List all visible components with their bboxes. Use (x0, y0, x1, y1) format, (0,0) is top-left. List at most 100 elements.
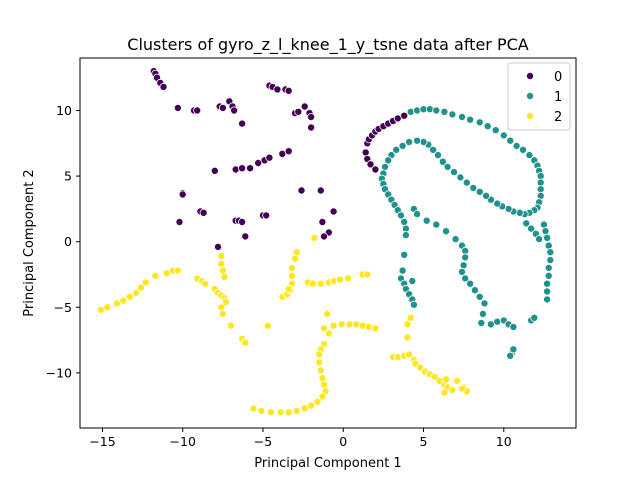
point-series-1-49 (398, 141, 407, 150)
point-series-2-48 (310, 233, 319, 242)
point-series-1-41 (443, 162, 452, 171)
point-series-1-116 (509, 345, 518, 354)
point-series-1-94 (493, 317, 502, 326)
point-series-0-25 (210, 166, 219, 175)
point-series-2-29 (263, 321, 272, 330)
point-series-2-23 (220, 273, 229, 282)
point-series-1-79 (441, 227, 450, 236)
point-series-0-35 (316, 186, 325, 195)
point-series-2-94 (441, 375, 450, 384)
point-series-1-90 (480, 299, 489, 308)
point-series-0-62 (400, 111, 409, 120)
point-series-0-31 (265, 153, 274, 162)
point-series-0-12 (230, 106, 239, 115)
point-series-2-51 (323, 309, 332, 318)
point-series-1-100 (539, 220, 548, 229)
point-series-2-65 (284, 408, 293, 417)
point-series-1-101 (541, 227, 550, 236)
point-series-1-106 (544, 263, 553, 272)
point-series-1-63 (400, 217, 409, 226)
point-series-1-43 (433, 151, 442, 160)
point-series-2-71 (337, 320, 346, 329)
point-series-1-92 (477, 318, 486, 327)
point-series-0-26 (231, 165, 240, 174)
point-series-0-48 (213, 242, 222, 251)
point-series-0-5 (173, 103, 182, 112)
point-series-2-3 (119, 296, 128, 305)
point-series-2-4 (125, 292, 134, 301)
point-series-2-37 (292, 248, 301, 257)
point-series-0-64 (366, 160, 375, 169)
legend-marker-2 (526, 112, 535, 121)
point-series-1-53 (380, 162, 389, 171)
x-tick-label: 0 (339, 434, 347, 449)
point-series-0-33 (284, 147, 293, 156)
point-series-2-55 (315, 358, 324, 367)
point-series-0-16 (273, 85, 282, 94)
point-series-0-9 (218, 103, 227, 112)
point-series-2-45 (344, 274, 353, 283)
point-series-2-14 (201, 279, 210, 288)
point-series-1-84 (459, 261, 468, 270)
legend-frame (507, 62, 571, 131)
point-series-2-5 (132, 288, 141, 297)
point-series-1-117 (506, 351, 515, 360)
point-series-2-99 (440, 388, 449, 397)
point-series-1-11 (491, 126, 500, 135)
point-series-0-13 (238, 119, 247, 128)
point-series-0-44 (262, 211, 271, 220)
y-tick-label: −5 (54, 300, 72, 315)
point-series-1-85 (457, 267, 466, 276)
point-series-1-6 (448, 110, 457, 119)
point-series-1-9 (475, 118, 484, 127)
legend-label-2: 2 (554, 110, 562, 125)
point-series-0-46 (318, 217, 327, 226)
point-series-2-40 (308, 279, 317, 288)
point-series-2-76 (371, 324, 380, 333)
point-series-1-8 (466, 115, 475, 124)
point-series-2-43 (329, 276, 338, 285)
point-series-2-95 (453, 376, 462, 385)
point-series-2-67 (266, 408, 275, 417)
point-series-1-52 (384, 156, 393, 165)
point-series-2-38 (284, 284, 293, 293)
point-series-2-6 (136, 283, 145, 292)
point-series-1-29 (515, 208, 524, 217)
point-series-1-87 (466, 279, 475, 288)
point-series-1-7 (457, 113, 466, 122)
point-series-1-107 (544, 271, 553, 280)
point-series-2-50 (324, 329, 333, 338)
point-series-1-66 (400, 250, 409, 259)
point-series-1-42 (438, 157, 447, 166)
point-series-2-81 (403, 320, 412, 329)
point-series-2-34 (287, 271, 296, 280)
point-series-2-69 (249, 404, 258, 413)
point-series-1-102 (543, 233, 552, 242)
point-series-1-86 (461, 274, 470, 283)
point-series-0-39 (199, 208, 208, 217)
y-axis-label: Principal Component 2 (22, 169, 37, 316)
point-series-1-104 (546, 248, 555, 257)
point-series-1-37 (469, 183, 478, 192)
point-series-2-83 (406, 313, 415, 322)
point-series-1-44 (429, 145, 438, 154)
point-series-2-98 (457, 384, 466, 393)
point-series-1-38 (462, 178, 471, 187)
point-series-1-15 (519, 145, 528, 154)
point-series-2-35 (287, 263, 296, 272)
point-series-1-21 (536, 178, 545, 187)
point-series-1-40 (449, 168, 458, 177)
point-series-0-49 (241, 232, 250, 241)
point-series-1-3 (425, 105, 434, 114)
point-series-2-70 (329, 321, 338, 330)
point-series-2-82 (403, 333, 412, 342)
point-series-2-21 (217, 259, 226, 268)
y-tick-label: −10 (46, 365, 72, 380)
point-series-2-58 (319, 380, 328, 389)
legend-marker-0 (526, 72, 535, 81)
point-series-1-14 (512, 141, 521, 150)
point-series-1-33 (493, 199, 502, 208)
point-series-2-22 (218, 266, 227, 275)
point-series-0-47 (329, 207, 338, 216)
